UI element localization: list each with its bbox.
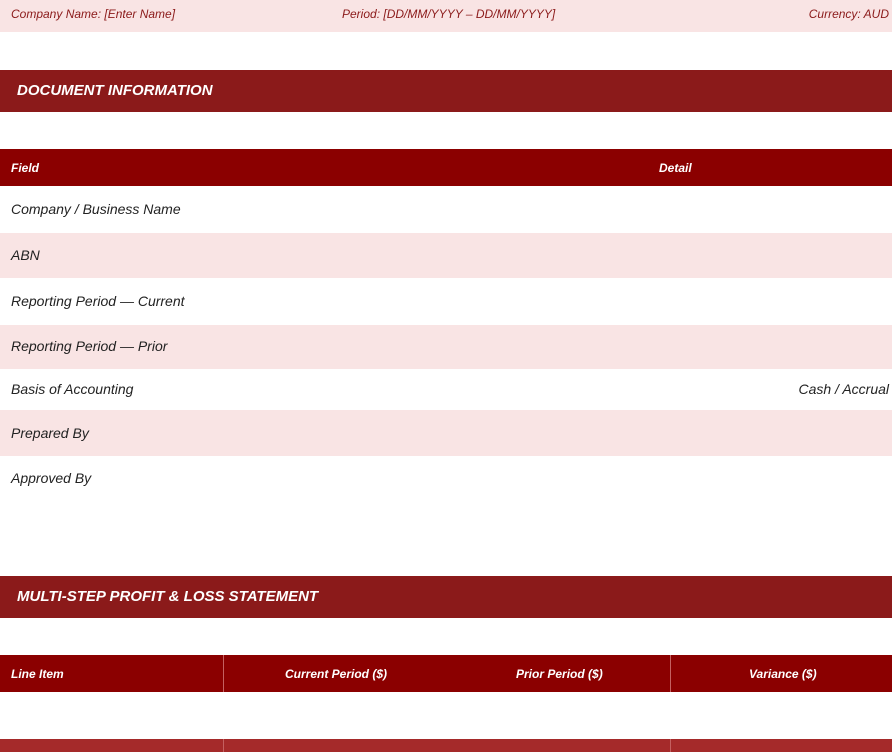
field-label: ABN [11, 247, 40, 263]
table-row[interactable]: Prepared By [0, 410, 892, 456]
field-label: Approved By [11, 470, 92, 486]
doc-info-table-header: Field Detail [0, 149, 892, 186]
currency-label: Currency: AUD [808, 7, 889, 21]
company-name-label: Company Name: [Enter Name] [11, 7, 176, 21]
field-label: Reporting Period — Prior [11, 338, 168, 354]
table-row[interactable]: Reporting Period — Current [0, 278, 892, 325]
field-label: Company / Business Name [11, 201, 181, 217]
field-label: Reporting Period — Current [11, 293, 185, 309]
column-header-prior-period: Prior Period ($) [516, 667, 603, 681]
pl-section-row [0, 739, 892, 752]
column-divider [670, 655, 892, 692]
column-divider [670, 739, 671, 752]
field-label: Prepared By [11, 425, 89, 441]
column-header-variance: Variance ($) [749, 667, 817, 681]
column-header-detail: Detail [659, 161, 692, 175]
column-divider [223, 739, 224, 752]
header-info-bar: Company Name: [Enter Name] Period: [DD/M… [0, 0, 892, 32]
table-row[interactable]: Approved By [0, 456, 892, 502]
column-header-current-period: Current Period ($) [285, 667, 388, 681]
table-row[interactable]: Basis of Accounting Cash / Accrual [0, 369, 892, 410]
column-header-field: Field [11, 161, 40, 175]
table-row[interactable]: Company / Business Name [0, 186, 892, 233]
field-label: Basis of Accounting [11, 381, 134, 397]
detail-value[interactable]: Cash / Accrual [798, 381, 889, 397]
period-label: Period: [DD/MM/YYYY – DD/MM/YYYY] [342, 7, 556, 21]
pl-table-header: Line Item Current Period ($) Prior Perio… [0, 655, 892, 692]
section-title-pl-statement: MULTI-STEP PROFIT & LOSS STATEMENT [0, 576, 892, 618]
column-divider [223, 655, 670, 692]
table-row[interactable]: ABN [0, 233, 892, 278]
section-title-document-information: DOCUMENT INFORMATION [0, 70, 892, 112]
column-header-line-item: Line Item [11, 667, 64, 681]
table-row[interactable]: Reporting Period — Prior [0, 325, 892, 369]
